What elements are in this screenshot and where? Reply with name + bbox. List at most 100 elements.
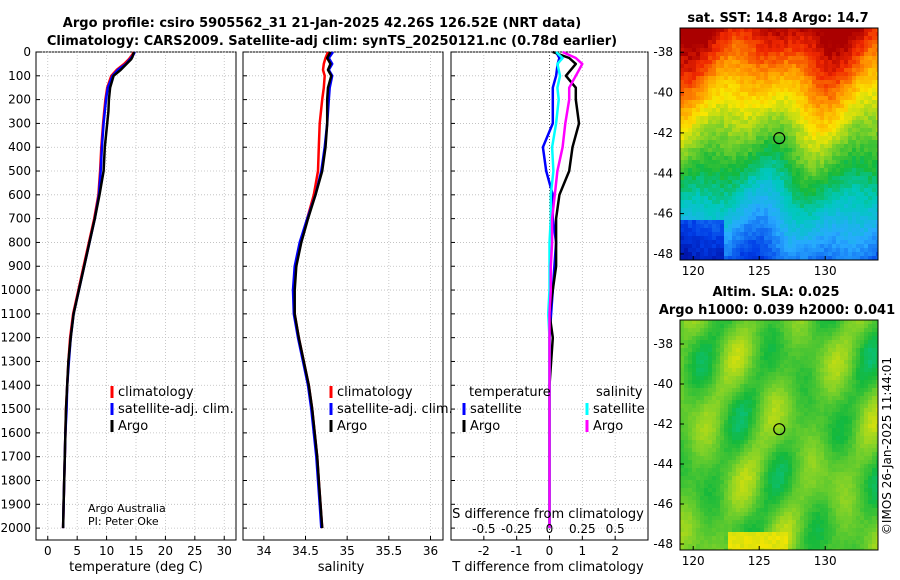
map-cell (804, 92, 809, 97)
map-cell (720, 412, 725, 417)
map-cell (856, 192, 861, 197)
map-cell (820, 64, 825, 69)
map-cell (840, 348, 845, 353)
map-cell (696, 132, 701, 137)
map-cell (848, 56, 853, 61)
map-cell (772, 184, 777, 189)
map-cell (828, 332, 833, 337)
map-cell (800, 188, 805, 193)
map-cell (776, 244, 781, 249)
map-cell (800, 348, 805, 353)
map-cell (732, 132, 737, 137)
map-cell (796, 368, 801, 373)
map-cell (764, 248, 769, 253)
map-cell (864, 132, 869, 137)
map-cell (824, 64, 829, 69)
map-cell (696, 120, 701, 125)
map-cell (712, 172, 717, 177)
map-cell (828, 424, 833, 429)
map-cell (772, 84, 777, 89)
map-cell (692, 220, 697, 225)
map-cell (804, 436, 809, 441)
map-cell (752, 40, 757, 45)
map-cell (836, 248, 841, 253)
map-cell (868, 340, 873, 345)
map-cell (836, 244, 841, 249)
map-cell (768, 140, 773, 145)
map-cell (748, 460, 753, 465)
map-cell (716, 192, 721, 197)
map-cell (824, 184, 829, 189)
map-cell (716, 44, 721, 49)
map-cell (852, 44, 857, 49)
map-cell (720, 32, 725, 37)
map-cell (848, 408, 853, 413)
map-cell (764, 444, 769, 449)
map-cell (860, 104, 865, 109)
map-cell (724, 372, 729, 377)
map-cell (820, 324, 825, 329)
map-cell (856, 404, 861, 409)
map-cell (824, 224, 829, 229)
map-cell (872, 428, 877, 433)
map-cell (764, 48, 769, 53)
map-cell (812, 180, 817, 185)
map-cell (876, 64, 879, 69)
map-cell (824, 252, 829, 257)
map-cell (692, 172, 697, 177)
map-cell (832, 436, 837, 441)
map-cell (744, 360, 749, 365)
map-cell (696, 212, 701, 217)
map-cell (812, 28, 817, 33)
map-cell (688, 144, 693, 149)
map-cell (744, 320, 749, 325)
map-cell (724, 364, 729, 369)
map-cell (756, 164, 761, 169)
map-cell (704, 408, 709, 413)
map-cell (876, 104, 879, 109)
map-cell (752, 396, 757, 401)
map-cell (804, 60, 809, 65)
map-cell (844, 420, 849, 425)
map-cell (680, 168, 685, 173)
map-cell (740, 228, 745, 233)
map-cell (780, 28, 785, 33)
map-cell (732, 252, 737, 257)
map-cell (828, 416, 833, 421)
map-cell (784, 432, 789, 437)
map-cell (760, 328, 765, 333)
map-cell (784, 240, 789, 245)
map-cell (860, 200, 865, 205)
map-cell (844, 124, 849, 129)
map-cell (860, 332, 865, 337)
map-cell (860, 96, 865, 101)
map-cell (840, 244, 845, 249)
map-cell (740, 44, 745, 49)
map-cell (812, 36, 817, 41)
map-cell (724, 176, 729, 181)
map-cell (712, 152, 717, 157)
map-cell (792, 148, 797, 153)
map-cell (748, 164, 753, 169)
map-cell (820, 216, 825, 221)
map-cell (752, 404, 757, 409)
map-cell (756, 116, 761, 121)
map-cell (776, 40, 781, 45)
map-cell (748, 56, 753, 61)
map-cell (828, 156, 833, 161)
map-cell (876, 396, 879, 401)
map-cell (844, 256, 849, 261)
map-cell (752, 232, 757, 237)
map-cell (704, 404, 709, 409)
map-cell (704, 56, 709, 61)
map-cell (752, 44, 757, 49)
map-cell (692, 96, 697, 101)
map-cell (844, 192, 849, 197)
map-cell (844, 416, 849, 421)
map-cell (752, 328, 757, 333)
map-cell (728, 180, 733, 185)
salinity-xlabel: salinity (318, 560, 365, 575)
map-cell (824, 204, 829, 209)
map-cell (704, 132, 709, 137)
map-cell (796, 392, 801, 397)
